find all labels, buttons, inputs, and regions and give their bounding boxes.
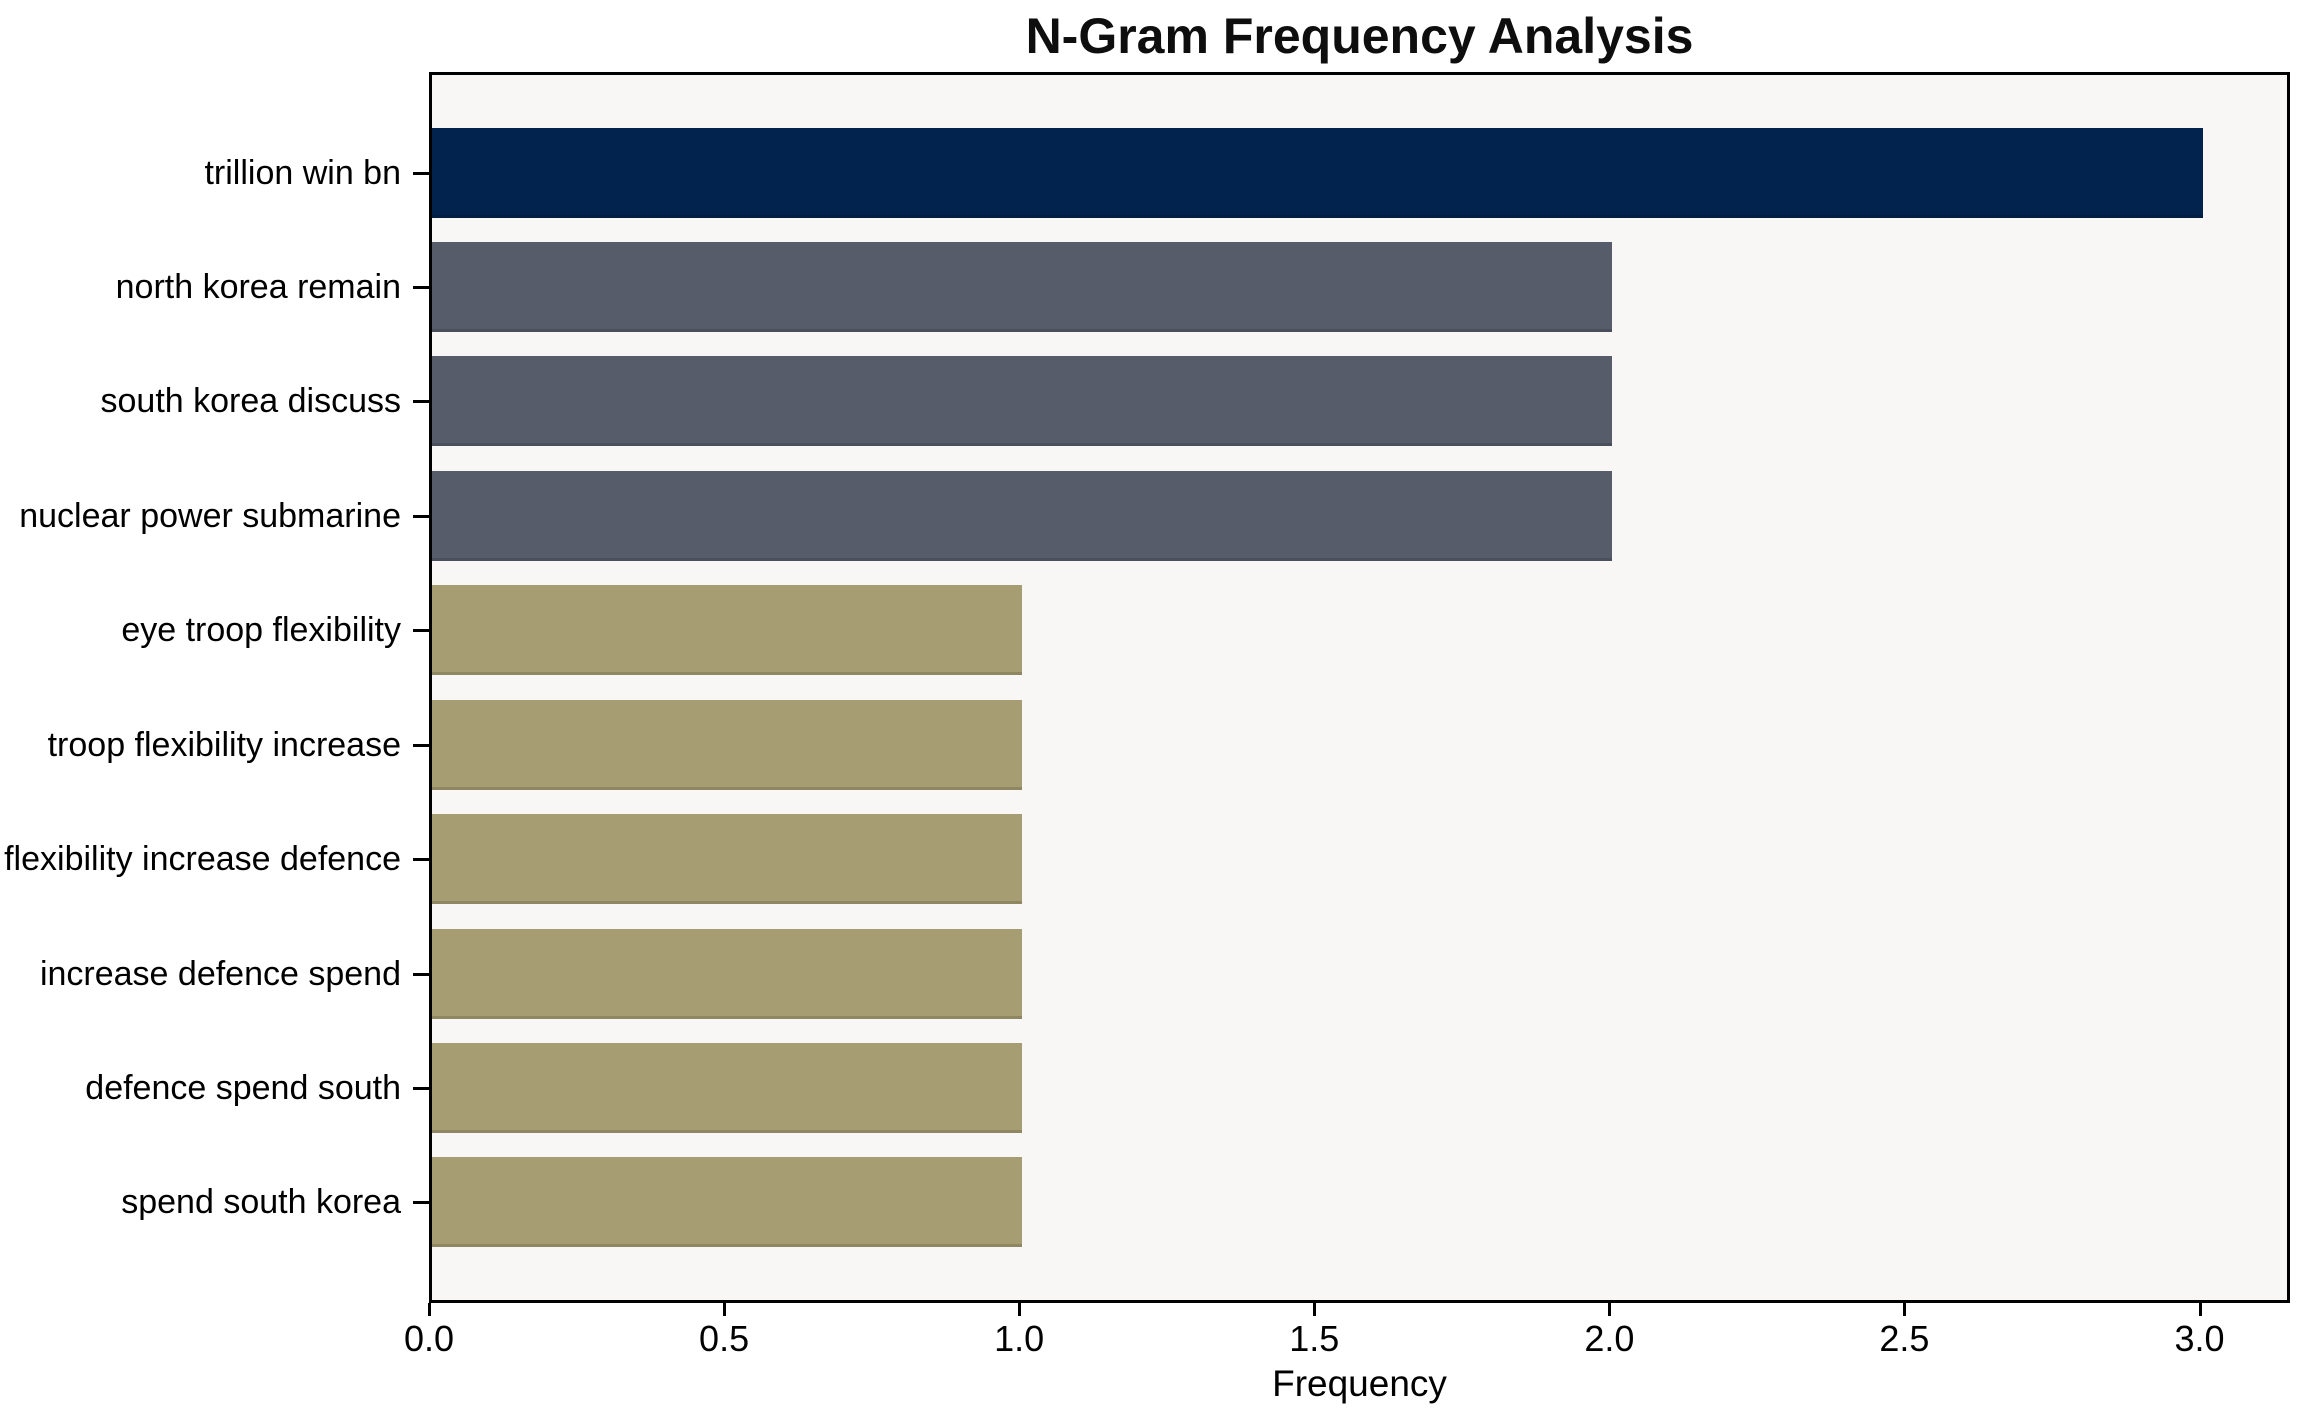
x-tick-mark (723, 1303, 727, 1316)
y-tick-label: north korea remain (115, 267, 401, 306)
bar (432, 585, 1022, 676)
x-tick-label: 1.5 (1289, 1318, 1340, 1359)
x-tick-label: 2.0 (1584, 1318, 1635, 1359)
bar (432, 928, 1022, 1019)
chart-title: N-Gram Frequency Analysis (1025, 8, 1694, 64)
y-tick-label: flexibility increase defence (4, 840, 401, 879)
y-tick-mark (413, 171, 429, 175)
x-tick-mark (428, 1303, 431, 1316)
y-tick-label: south korea discuss (100, 382, 402, 421)
y-tick-label: nuclear power submarine (19, 496, 401, 535)
y-tick-label: trillion win bn (204, 153, 401, 192)
y-tick-mark (413, 743, 429, 747)
y-tick-label: increase defence spend (39, 954, 401, 993)
x-tick-label: 1.0 (994, 1318, 1045, 1359)
y-tick-mark (413, 1087, 429, 1091)
y-tick-label: troop flexibility increase (47, 725, 401, 764)
x-tick-mark (1903, 1303, 1907, 1316)
bar (432, 127, 2203, 218)
y-tick-mark (413, 972, 429, 976)
y-tick-mark (413, 629, 429, 633)
bar (432, 814, 1022, 905)
y-tick-label: defence spend south (85, 1069, 401, 1108)
bar (432, 1157, 1022, 1248)
bar (432, 470, 1612, 561)
plot-area (429, 72, 2290, 1303)
x-axis-label: Frequency (1272, 1363, 1447, 1404)
y-tick-mark (413, 1201, 429, 1205)
x-tick-label: 0.0 (403, 1318, 455, 1359)
bar (432, 356, 1612, 447)
bar (432, 241, 1612, 332)
y-tick-label: spend south korea (121, 1183, 401, 1222)
y-tick-label: eye troop flexibility (121, 611, 401, 650)
bar (432, 699, 1022, 790)
y-tick-mark (413, 858, 429, 862)
x-tick-mark (1313, 1303, 1317, 1316)
y-tick-mark (413, 400, 429, 404)
y-tick-mark (413, 514, 429, 518)
x-tick-mark (2198, 1303, 2202, 1316)
x-tick-label: 3.0 (2174, 1318, 2225, 1359)
x-tick-mark (1608, 1303, 1612, 1316)
bar (432, 1043, 1022, 1134)
x-tick-mark (1018, 1303, 1022, 1316)
y-tick-mark (413, 285, 429, 289)
x-tick-label: 2.5 (1879, 1318, 1930, 1359)
x-tick-label: 0.5 (699, 1318, 750, 1359)
